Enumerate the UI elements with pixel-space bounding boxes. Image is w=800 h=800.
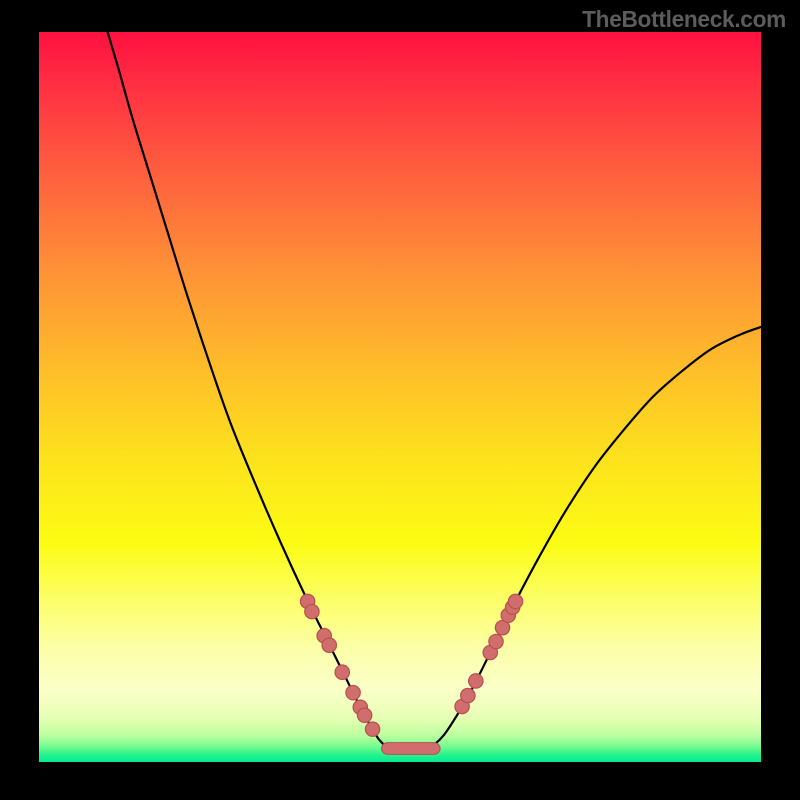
data-marker (489, 634, 503, 648)
optimal-band (382, 743, 441, 755)
data-marker (346, 685, 360, 699)
data-marker (335, 665, 349, 679)
data-marker (305, 604, 319, 618)
plot-area (39, 32, 761, 762)
data-marker (469, 674, 483, 688)
data-marker (357, 708, 371, 722)
chart-frame: TheBottleneck.com (0, 0, 800, 800)
data-marker (365, 722, 379, 736)
data-marker (322, 638, 336, 652)
attribution-text: TheBottleneck.com (582, 6, 786, 33)
bottleneck-chart-svg (39, 32, 761, 762)
data-marker (461, 688, 475, 702)
data-marker (508, 594, 522, 608)
